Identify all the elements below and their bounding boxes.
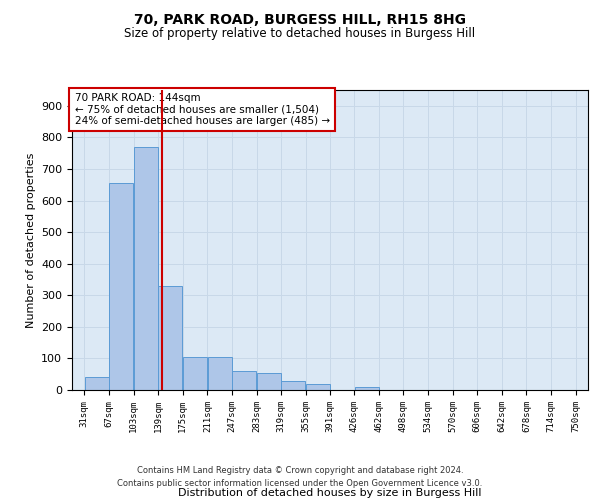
Bar xyxy=(183,357,207,390)
Bar xyxy=(158,286,182,390)
Bar xyxy=(208,357,232,390)
Text: 70 PARK ROAD: 144sqm
← 75% of detached houses are smaller (1,504)
24% of semi-de: 70 PARK ROAD: 144sqm ← 75% of detached h… xyxy=(74,93,330,126)
Bar xyxy=(109,183,133,390)
X-axis label: Distribution of detached houses by size in Burgess Hill: Distribution of detached houses by size … xyxy=(178,488,482,498)
Bar xyxy=(134,147,158,390)
Y-axis label: Number of detached properties: Number of detached properties xyxy=(26,152,35,328)
Text: Contains HM Land Registry data © Crown copyright and database right 2024.
Contai: Contains HM Land Registry data © Crown c… xyxy=(118,466,482,487)
Bar xyxy=(281,380,305,390)
Text: Size of property relative to detached houses in Burgess Hill: Size of property relative to detached ho… xyxy=(124,28,476,40)
Bar xyxy=(85,378,109,390)
Bar xyxy=(355,387,379,390)
Bar xyxy=(232,371,256,390)
Bar xyxy=(257,372,281,390)
Text: 70, PARK ROAD, BURGESS HILL, RH15 8HG: 70, PARK ROAD, BURGESS HILL, RH15 8HG xyxy=(134,12,466,26)
Bar xyxy=(306,384,330,390)
